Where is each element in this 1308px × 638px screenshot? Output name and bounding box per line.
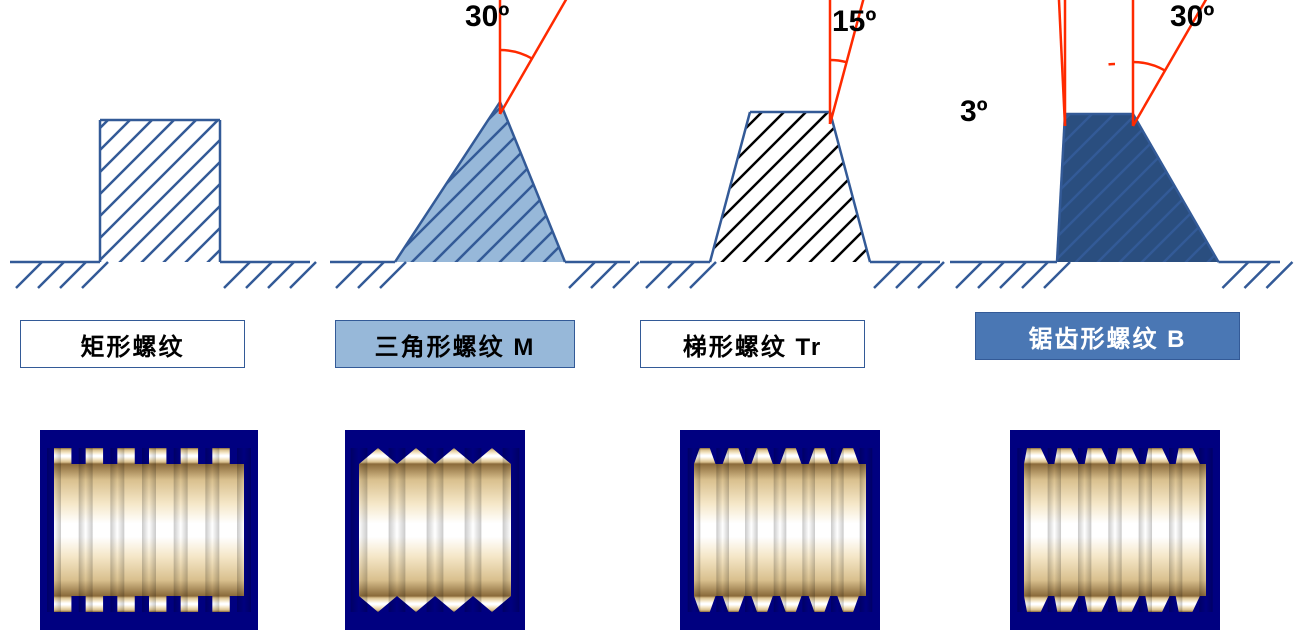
photo-tri <box>345 430 525 630</box>
diagram-trap <box>640 0 940 300</box>
angle-label-saw-3º: 3º <box>960 95 988 129</box>
diagram-tri <box>330 0 630 300</box>
label-text-saw: 锯齿形螺纹 B <box>1029 319 1187 354</box>
label-trap: 梯形螺纹 Tr <box>640 320 865 368</box>
photo-rect <box>40 430 258 630</box>
label-rect: 矩形螺纹 <box>20 320 245 368</box>
angle-arc <box>830 60 847 62</box>
angle-ref-flank <box>500 0 575 114</box>
photo-trap <box>680 430 880 630</box>
label-saw: 锯齿形螺纹 B <box>975 312 1240 360</box>
profile-fill-saw <box>1057 114 1218 262</box>
diagram-saw <box>950 0 1280 300</box>
label-text-trap: 梯形螺纹 Tr <box>683 327 822 362</box>
photo-saw <box>1010 430 1220 630</box>
label-tri: 三角形螺纹 M <box>335 320 575 368</box>
angle-arc <box>500 50 532 59</box>
label-text-tri: 三角形螺纹 M <box>375 327 536 362</box>
angle-label-tri-30º: 30º <box>465 0 509 34</box>
angle-label-trap-15º: 15º <box>832 5 876 39</box>
diagram-rect <box>10 50 310 300</box>
label-text-rect: 矩形螺纹 <box>81 327 185 362</box>
angle-arc <box>1133 62 1165 71</box>
angle-label-saw-30º: 30º <box>1170 0 1214 34</box>
